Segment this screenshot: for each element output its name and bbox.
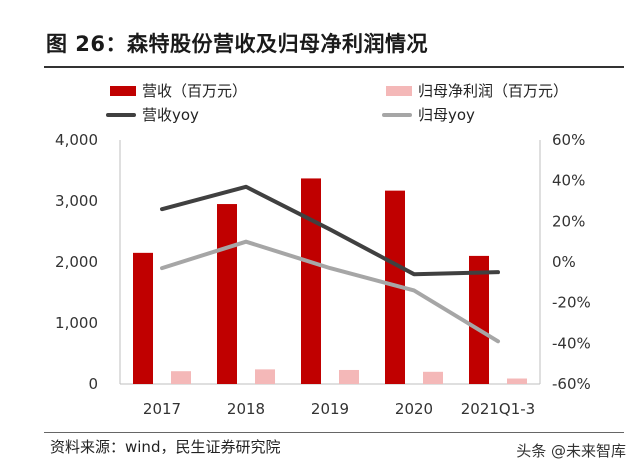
right-tick-label: -60% — [552, 375, 591, 393]
bar-net-profit — [171, 371, 191, 384]
right-tick-label: 60% — [552, 131, 585, 149]
x-tick-label: 2021Q1-3 — [461, 400, 535, 418]
bar-revenue — [133, 252, 153, 384]
bar-net-profit — [423, 371, 443, 384]
chart-title: 图 26：森特股份营收及归母净利润情况 — [46, 32, 429, 56]
left-tick-label: 0 — [88, 375, 98, 393]
watermark: 头条 @未来智库 — [516, 440, 626, 461]
legend-revenue-label: 营收（百万元） — [142, 82, 248, 100]
bar-revenue — [217, 204, 237, 384]
bar-net-profit — [339, 369, 359, 384]
left-tick-label: 3,000 — [55, 192, 98, 210]
right-tick-label: 40% — [552, 172, 585, 190]
watermark-text: 头条 @未来智库 — [516, 442, 626, 460]
left-tick-label: 2,000 — [55, 253, 98, 271]
legend-net-profit-label: 归母净利润（百万元） — [418, 82, 569, 100]
legend-net-profit-yoy-label: 归母yoy — [418, 106, 475, 124]
legend-net-profit-swatch — [386, 85, 412, 96]
legend-net-profit-yoy: 归母yoy — [382, 104, 475, 125]
bar-net-profit — [255, 369, 275, 384]
x-tick-label: 2019 — [311, 400, 349, 418]
legend-revenue-swatch — [110, 85, 136, 96]
x-tick-label: 2020 — [395, 400, 433, 418]
right-tick-label: -20% — [552, 294, 591, 312]
x-tick-label: 2018 — [227, 400, 265, 418]
bar-revenue — [469, 255, 489, 384]
right-tick-label: 20% — [552, 212, 585, 230]
source-note: 资料来源：wind，民生证券研究院 — [50, 438, 281, 456]
bar-revenue — [301, 178, 321, 384]
line-revenue-yoy — [160, 184, 500, 277]
legend-revenue-yoy-label: 营收yoy — [142, 106, 199, 124]
title-divider — [44, 66, 624, 68]
right-tick-label: -40% — [552, 334, 591, 352]
legend-revenue: 营收（百万元） — [110, 80, 247, 101]
legend-net-profit: 归母净利润（百万元） — [386, 80, 568, 101]
x-tick-label: 2017 — [143, 400, 181, 418]
line-net-profit-yoy — [160, 239, 500, 344]
legend-net-profit-yoy-swatch — [382, 112, 412, 117]
legend-revenue-yoy-swatch — [106, 112, 136, 117]
footer-divider — [44, 432, 624, 433]
left-tick-label: 1,000 — [55, 314, 98, 332]
legend-revenue-yoy: 营收yoy — [106, 104, 199, 125]
right-tick-label: 0% — [552, 253, 576, 271]
left-tick-label: 4,000 — [55, 131, 98, 149]
bar-net-profit — [507, 378, 527, 384]
